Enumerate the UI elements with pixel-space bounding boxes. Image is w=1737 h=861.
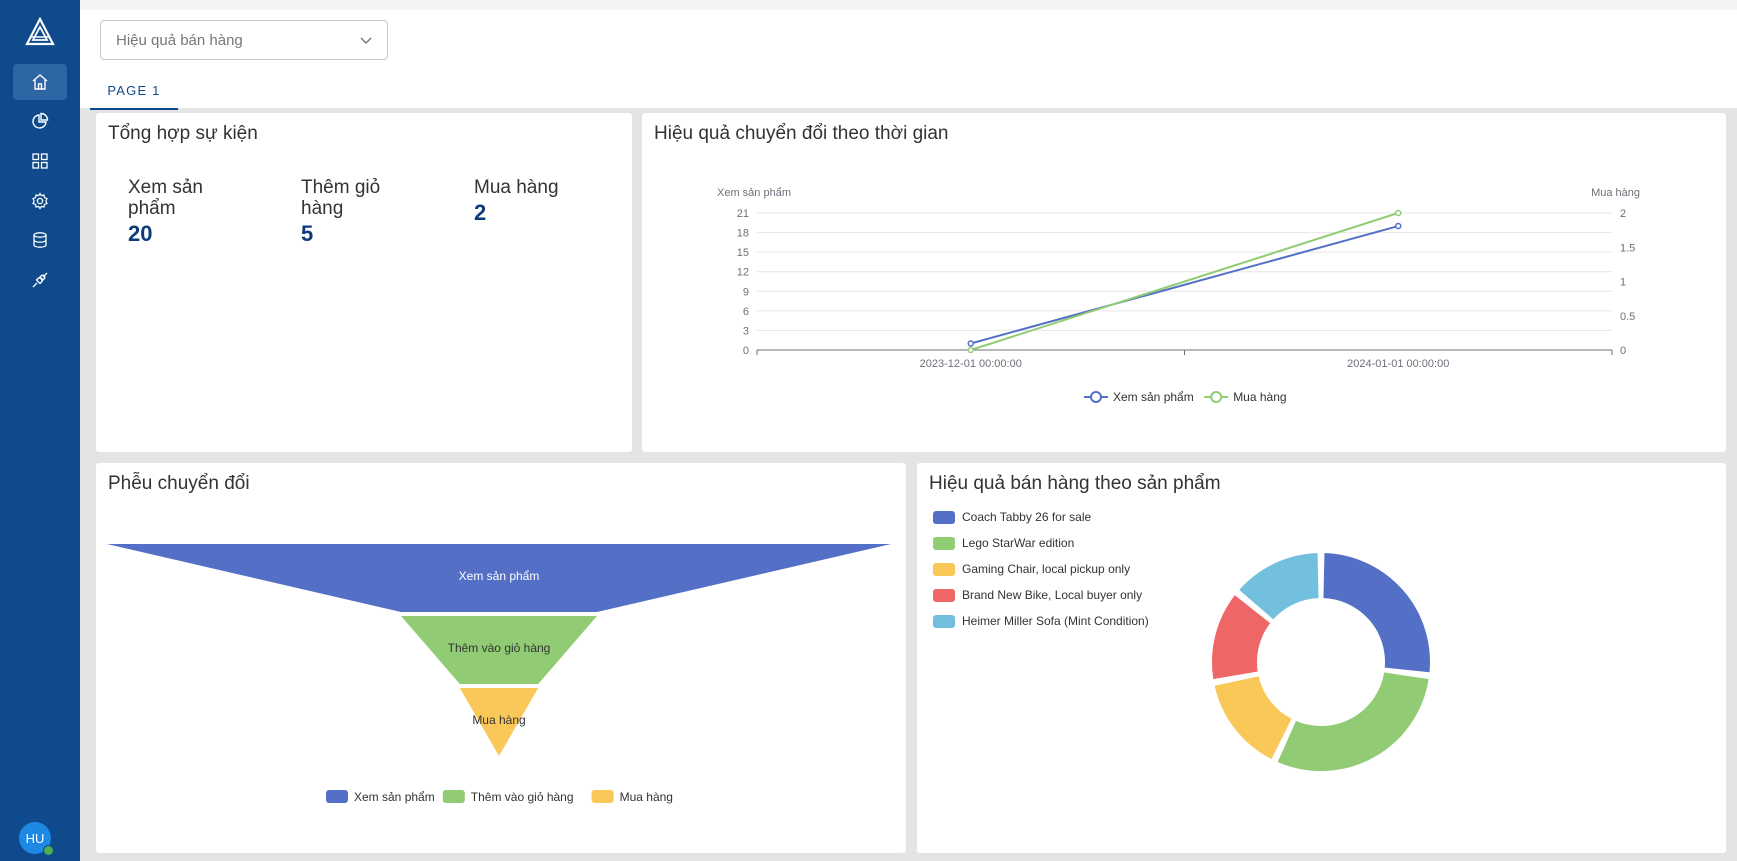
online-status-dot [43, 845, 54, 856]
metric-view-product: Xem sản phẩm 20 [128, 177, 278, 247]
legend-item[interactable]: Heimer Miller Sofa (Mint Condition) [933, 614, 1149, 628]
home-icon [32, 74, 48, 90]
legend-swatch [933, 614, 955, 628]
x-tick-label: 2023-12-01 00:00:00 [920, 358, 1022, 370]
data-point[interactable] [1395, 222, 1402, 230]
legend-label[interactable]: Thêm vào giỏ hàng [471, 790, 574, 804]
legend-swatch [933, 562, 955, 576]
donut-slice[interactable] [1321, 551, 1432, 675]
y-right-tick-label: 2 [1620, 208, 1626, 220]
y-right-tick-label: 1 [1620, 277, 1626, 289]
legend-swatch[interactable] [591, 790, 614, 803]
y-left-tick-label: 3 [743, 325, 749, 337]
line-chart: 0 3 6 9 12 15 18 21 0 0.5 1 1.5 2 Xem sản phẩm Mua hàn… [717, 187, 1640, 404]
panel-title: Tổng hợp sự kiện [108, 123, 258, 144]
metric-purchase: Mua hàng 2 [474, 177, 624, 226]
y-left-axis-label: Xem sản phẩm [717, 187, 791, 199]
panel-title: Hiệu quả bán hàng theo sản phẩm [929, 473, 1221, 494]
metric-add-to-cart: Thêm giỏ hàng 5 [301, 177, 451, 247]
legend-label[interactable]: Xem sản phẩm [1113, 390, 1194, 404]
legend-marker[interactable] [1210, 391, 1223, 403]
legend-swatch[interactable] [442, 790, 465, 803]
metric-label: Mua hàng [474, 177, 559, 198]
y-right-axis-label: Mua hàng [1591, 187, 1640, 199]
legend-item[interactable]: Coach Tabby 26 for sale [933, 510, 1091, 524]
legend-label[interactable]: Mua hàng [1233, 390, 1286, 404]
legend-swatch [933, 536, 955, 550]
funnel-panel: Phễu chuyển đổi Xem sản phẩm Thêm vào giỏ… [96, 463, 906, 853]
donut-slice[interactable] [1210, 592, 1273, 682]
sidebar-item-database[interactable] [13, 222, 67, 258]
y-right-tick-label: 0 [1620, 345, 1626, 357]
series-line [970, 225, 1399, 345]
x-tick-label: 2024-01-01 00:00:00 [1347, 358, 1449, 370]
legend-item[interactable]: Lego StarWar edition [933, 536, 1074, 550]
legend-swatch[interactable] [326, 790, 348, 803]
triangle-logo[interactable] [25, 17, 55, 47]
legend-item[interactable]: Brand New Bike, Local buyer only [933, 588, 1142, 602]
sidebar-item-charts[interactable] [13, 103, 67, 139]
tab-page-1[interactable]: PAGE 1 [90, 80, 178, 110]
donut-slice[interactable] [1212, 674, 1294, 762]
panel-title: Hiệu quả chuyển đổi theo thời gian [654, 123, 949, 144]
panel-title: Phễu chuyển đổi [108, 473, 250, 494]
legend-label: Brand New Bike, Local buyer only [962, 588, 1143, 602]
sidebar-item-home[interactable] [13, 64, 67, 100]
donut-slice[interactable] [1275, 670, 1431, 773]
y-left-tick-label: 18 [737, 228, 749, 240]
y-left-tick-label: 9 [743, 286, 749, 298]
metric-value: 5 [301, 221, 314, 246]
data-point[interactable] [967, 346, 974, 354]
funnel-stage[interactable] [107, 544, 891, 612]
y-left-tick-label: 6 [743, 306, 749, 318]
legend-label[interactable]: Xem sản phẩm [354, 790, 435, 804]
series-line [970, 212, 1399, 351]
metric-label: Xem sản phẩm [128, 177, 203, 219]
metric-value: 2 [474, 200, 487, 225]
y-right-tick-label: 1.5 [1620, 242, 1635, 254]
funnel-stage[interactable] [401, 616, 597, 684]
header: Hiệu quả bán hàng PAGE 1 [80, 0, 1737, 110]
funnel-stage-label: Xem sản phẩm [459, 569, 540, 583]
dashboard-select-value: Hiệu quả bán hàng [116, 31, 243, 49]
metric-label: Thêm giỏ hàng [301, 177, 381, 219]
donut-slice[interactable] [1236, 551, 1321, 622]
y-right-tick-label: 0.5 [1620, 311, 1635, 323]
metric-value: 20 [128, 221, 153, 246]
data-point[interactable] [1395, 209, 1402, 217]
chevron-down-icon [360, 37, 372, 44]
y-left-tick-label: 0 [743, 345, 749, 357]
legend-label: Coach Tabby 26 for sale [962, 510, 1092, 524]
legend-label: Gaming Chair, local pickup only [962, 562, 1131, 576]
plug-icon [32, 272, 48, 288]
data-point[interactable] [967, 340, 974, 347]
legend-swatch [933, 588, 955, 602]
legend-label: Heimer Miller Sofa (Mint Condition) [962, 614, 1149, 628]
y-left-tick-label: 21 [737, 208, 749, 220]
y-left-tick-label: 12 [737, 267, 749, 279]
summary-panel: Tổng hợp sự kiện Xem sản phẩm 20 Thêm giỏ… [96, 113, 632, 452]
funnel-stage[interactable] [459, 688, 539, 756]
database-icon [33, 232, 47, 248]
legend-label: Lego StarWar edition [962, 536, 1075, 550]
funnel-stage-label: Thêm vào giỏ hàng [448, 641, 551, 655]
grid-icon [32, 153, 48, 169]
legend-label[interactable]: Mua hàng [620, 790, 673, 804]
sidebar: HU [0, 0, 80, 861]
sidebar-item-connections[interactable] [13, 262, 67, 298]
gear-icon [32, 192, 48, 210]
dashboard-select[interactable]: Hiệu quả bán hàng [100, 20, 388, 60]
legend-marker[interactable] [1090, 391, 1102, 403]
sidebar-item-dashboards[interactable] [13, 143, 67, 179]
funnel-chart: Xem sản phẩm Thêm vào giỏ hàng Mua hàng Xem… [107, 544, 891, 804]
sidebar-item-settings[interactable] [13, 183, 67, 219]
legend-item[interactable]: Gaming Chair, local pickup only [933, 562, 1130, 576]
y-left-tick-label: 15 [737, 247, 749, 259]
legend-swatch [933, 510, 955, 524]
pie-chart-icon [32, 112, 49, 129]
line-chart-panel: Hiệu quả chuyển đổi theo thời gian 0 3 6 9 1… [642, 113, 1726, 452]
funnel-stage-label: Mua hàng [472, 713, 525, 727]
donut-panel: Hiệu quả bán hàng theo sản phẩm Coach Ta… [917, 463, 1726, 853]
